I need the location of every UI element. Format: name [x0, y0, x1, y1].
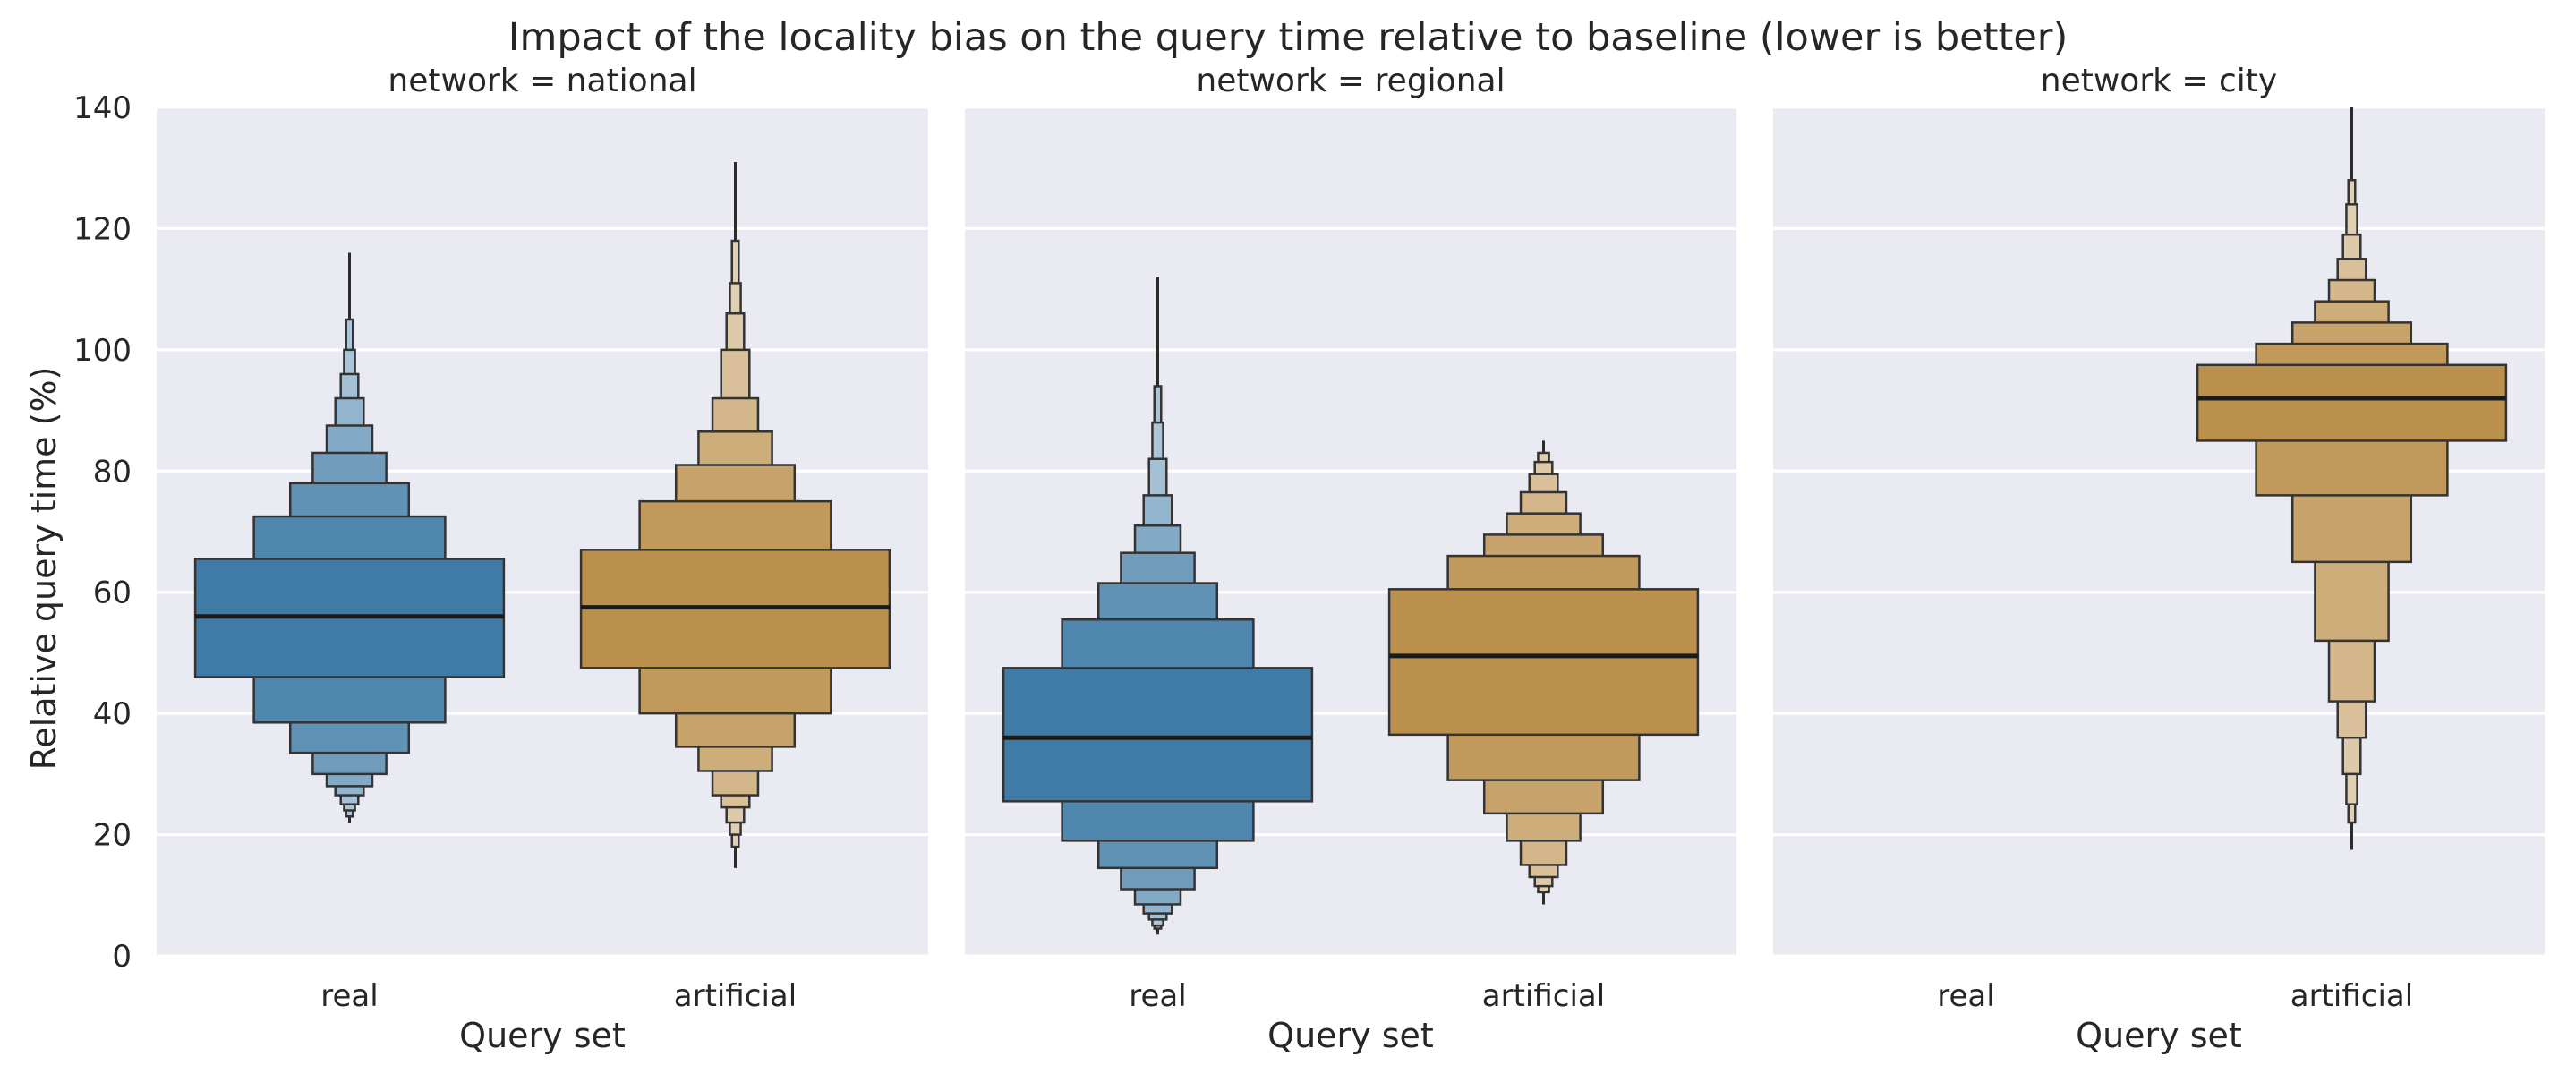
y-axis-label: Relative query time (%) [24, 367, 64, 771]
boxen-real [193, 252, 506, 823]
x-axis-label: Query set [2076, 1016, 2242, 1055]
x-tick-label: artificial [674, 978, 797, 1014]
boxen-level [1002, 667, 1314, 803]
y-tick-label: 40 [93, 696, 132, 732]
chart-title: Impact of the locality bias on the query… [508, 15, 2068, 60]
y-tick-label: 100 [73, 333, 132, 369]
x-axis-label: Query set [1267, 1016, 1434, 1055]
boxen-artificial [579, 161, 891, 868]
panel-title: network = city [2041, 63, 2277, 99]
x-tick-label: real [1937, 978, 1994, 1014]
panel-title: network = national [388, 63, 696, 99]
boxen-artificial [2196, 107, 2508, 850]
x-tick-label: artificial [1482, 978, 1605, 1014]
y-tick-label: 120 [73, 211, 132, 247]
plot-background [1773, 107, 2545, 956]
panel-1: 0 20 40 60 80 100 120 140 network = national real… [73, 63, 928, 1055]
panel-2: network = regional real artificial Query se… [965, 63, 1736, 1055]
boxen-real [1002, 277, 1314, 935]
x-axis-label: Query set [459, 1016, 626, 1055]
y-tick-label: 0 [112, 939, 132, 975]
panel-3: network = city real artificial Query set [1773, 63, 2545, 1055]
x-tick-label: real [320, 978, 378, 1014]
boxen-level [2196, 363, 2508, 442]
y-tick-label: 80 [93, 454, 132, 490]
boxen-level [1387, 588, 1700, 737]
y-tick-label: 20 [93, 818, 132, 854]
y-tick-label: 60 [93, 575, 132, 611]
x-tick-label: real [1129, 978, 1186, 1014]
panel-title: network = regional [1196, 63, 1505, 99]
x-tick-label: artificial [2290, 978, 2413, 1014]
boxen-artificial [1387, 440, 1700, 905]
y-tick-label: 140 [73, 90, 132, 126]
panels: 0 20 40 60 80 100 120 140 network = national real… [73, 63, 2545, 1055]
